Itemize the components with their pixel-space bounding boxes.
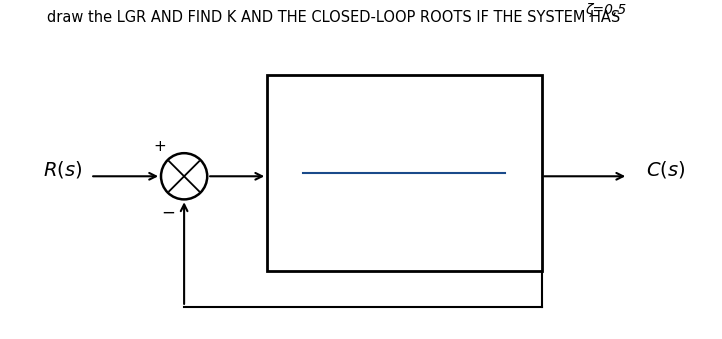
Text: $C(s)$: $C(s)$ bbox=[646, 159, 686, 180]
Text: $R(s)$: $R(s)$ bbox=[43, 159, 82, 180]
Text: $(s + 2)(s + 4)$: $(s + 2)(s + 4)$ bbox=[338, 199, 471, 222]
Text: draw the LGR AND FIND K AND THE CLOSED-LOOP ROOTS IF THE SYSTEM HAS: draw the LGR AND FIND K AND THE CLOSED-L… bbox=[47, 10, 620, 25]
Bar bbox=[267, 75, 542, 271]
Text: +: + bbox=[153, 139, 166, 154]
Text: −: − bbox=[161, 204, 175, 222]
Text: $K(s^2 - 4s + 20)$: $K(s^2 - 4s + 20)$ bbox=[327, 125, 482, 153]
Text: ζ=0,5: ζ=0,5 bbox=[585, 3, 626, 17]
